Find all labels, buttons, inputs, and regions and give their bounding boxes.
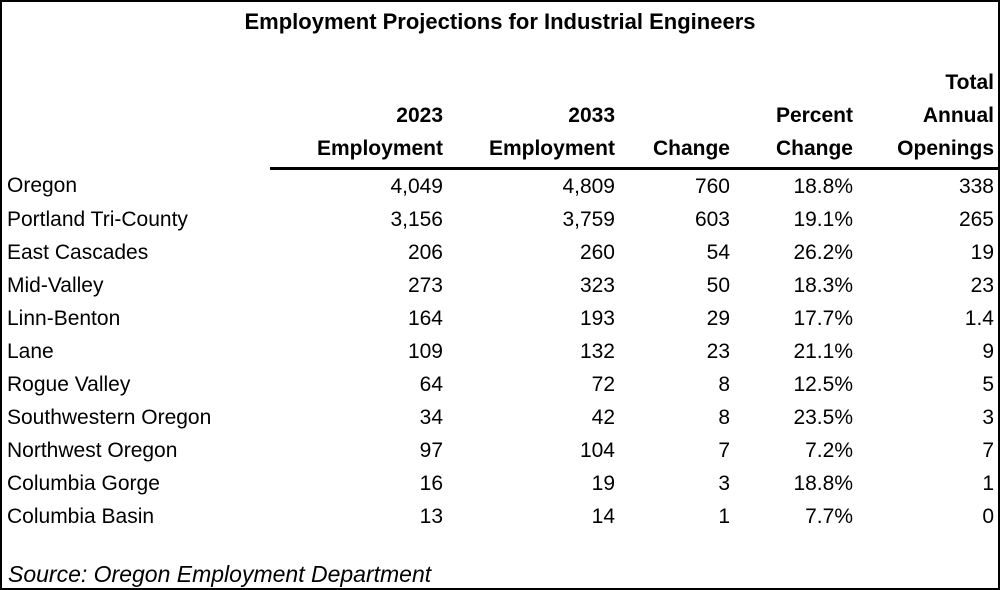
table-row: Mid-Valley 273 323 50 18.3% 23 [2,269,998,302]
emp-2023-cell: 206 [407,241,443,264]
emp-2033-cell: 72 [591,373,615,396]
emp-2033-cell: 193 [579,307,615,330]
openings-cell: 19 [970,241,994,264]
region-cell: Portland Tri-County [7,208,188,231]
emp-2033-cell: 132 [579,340,615,363]
emp-2023-cell: 109 [407,340,443,363]
pct-change-cell: 7.2% [805,439,853,462]
region-cell: East Cascades [7,241,149,264]
header-2033-employment: 2033 Employment [447,66,619,170]
region-cell: Rogue Valley [7,373,131,396]
emp-2023-cell: 97 [419,439,443,462]
table-body: Oregon 4,049 4,809 760 18.8% 338 Portlan… [2,169,998,534]
openings-cell: 0 [982,505,994,528]
emp-2033-cell: 42 [591,406,615,429]
table-row: Lane 109 132 23 21.1% 9 [2,335,998,368]
table-row: Linn-Benton 164 193 29 17.7% 1.4 [2,302,998,335]
pct-change-cell: 19.1% [793,208,853,231]
region-cell: Northwest Oregon [7,439,178,462]
pct-change-cell: 7.7% [805,505,853,528]
change-cell: 50 [706,274,730,297]
table-row: Southwestern Oregon 34 42 8 23.5% 3 [2,401,998,434]
change-cell: 1 [718,505,730,528]
region-cell: Columbia Gorge [7,472,160,495]
header-change: Change [619,66,734,170]
emp-2033-cell: 104 [579,439,615,462]
openings-cell: 7 [982,439,994,462]
page-title: Employment Projections for Industrial En… [244,9,756,34]
header-percent-change: Percent Change [734,66,857,170]
table-row: East Cascades 206 260 54 26.2% 19 [2,236,998,269]
openings-cell: 3 [982,406,994,429]
change-cell: 760 [694,175,730,198]
change-cell: 29 [706,307,730,330]
pct-change-cell: 26.2% [793,241,853,264]
employment-projections-table: 2023 Employment 2033 Employment Change P… [2,66,998,533]
pct-change-cell: 18.8% [793,175,853,198]
change-cell: 7 [718,439,730,462]
emp-2023-cell: 273 [407,274,443,297]
region-cell: Southwestern Oregon [7,406,212,429]
pct-change-cell: 17.7% [793,307,853,330]
table-row: Portland Tri-County 3,156 3,759 603 19.1… [2,203,998,236]
table-row: Columbia Basin 13 14 1 7.7% 0 [2,500,998,533]
table-row: Columbia Gorge 16 19 3 18.8% 1 [2,467,998,500]
emp-2033-cell: 260 [579,241,615,264]
emp-2033-cell: 14 [591,505,615,528]
openings-cell: 5 [982,373,994,396]
openings-cell: 338 [958,175,994,198]
change-cell: 8 [718,373,730,396]
change-cell: 603 [694,208,730,231]
openings-cell: 265 [958,208,994,231]
region-cell: Linn-Benton [7,307,121,330]
emp-2023-cell: 164 [407,307,443,330]
openings-cell: 23 [970,274,994,297]
pct-change-cell: 12.5% [793,373,853,396]
pct-change-cell: 18.8% [793,472,853,495]
emp-2033-cell: 4,809 [562,175,615,198]
emp-2033-cell: 19 [591,472,615,495]
emp-2023-cell: 16 [419,472,443,495]
pct-change-cell: 21.1% [793,340,853,363]
emp-2023-cell: 3,156 [390,208,443,231]
emp-2023-cell: 64 [419,373,443,396]
region-cell: Lane [7,340,54,363]
emp-2023-cell: 34 [419,406,443,429]
region-cell: Columbia Basin [7,505,155,528]
change-cell: 23 [706,340,730,363]
source-note: Source: Oregon Employment Department [8,561,432,587]
emp-2033-cell: 323 [579,274,615,297]
openings-cell: 1 [982,472,994,495]
header-row: 2023 Employment 2033 Employment Change P… [2,66,998,170]
header-region [2,66,270,169]
pct-change-cell: 23.5% [793,406,853,429]
openings-cell: 1.4 [964,307,994,330]
change-cell: 3 [718,472,730,495]
emp-2033-cell: 3,759 [562,208,615,231]
region-cell: Oregon [7,174,78,198]
emp-2023-cell: 13 [419,505,443,528]
header-total-annual-openings: Total Annual Openings [857,66,998,170]
table-row: Rogue Valley 64 72 8 12.5% 5 [2,368,998,401]
region-cell: Mid-Valley [7,274,104,297]
table-row: Oregon 4,049 4,809 760 18.8% 338 [2,169,998,204]
table-header: 2023 Employment 2033 Employment Change P… [2,66,998,170]
pct-change-cell: 18.3% [793,274,853,297]
table-row: Northwest Oregon 97 104 7 7.2% 7 [2,434,998,467]
openings-cell: 9 [982,340,994,363]
change-cell: 8 [718,406,730,429]
change-cell: 54 [706,241,730,264]
header-2023-employment: 2023 Employment [270,66,447,170]
emp-2023-cell: 4,049 [390,175,443,198]
